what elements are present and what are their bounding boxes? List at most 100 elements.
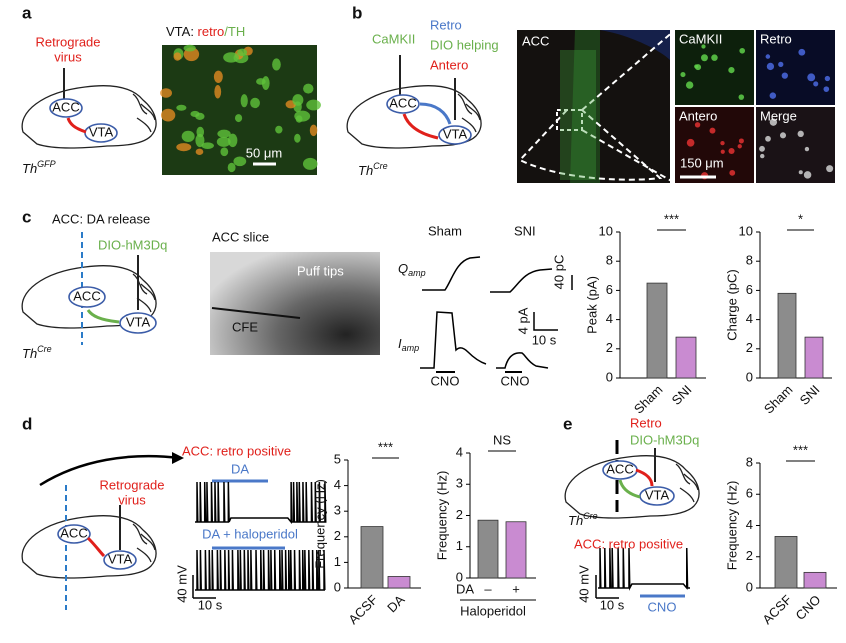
cell bbox=[223, 52, 239, 63]
cell bbox=[700, 54, 708, 62]
label: ThCre bbox=[568, 511, 598, 528]
x-axis-label: Haloperidol bbox=[460, 603, 526, 618]
x-tick-label: – bbox=[484, 581, 492, 596]
label: CaMKII bbox=[372, 31, 415, 46]
scale-label: 50 μm bbox=[246, 145, 282, 160]
cell bbox=[240, 94, 248, 108]
cell bbox=[183, 44, 196, 52]
cell bbox=[216, 136, 231, 147]
scale-label: 150 μm bbox=[680, 155, 724, 170]
y-tick-label: 0 bbox=[334, 579, 341, 594]
cell bbox=[694, 122, 701, 128]
label: VTA bbox=[443, 126, 468, 141]
cell bbox=[160, 88, 172, 98]
label: Puff tips bbox=[297, 263, 344, 278]
significance: *** bbox=[793, 442, 808, 457]
label: DA bbox=[231, 461, 249, 476]
cell bbox=[272, 58, 281, 71]
label: ACC bbox=[60, 525, 87, 540]
label: ThCre bbox=[22, 344, 52, 361]
cell bbox=[233, 156, 247, 167]
y-tick-label: 0 bbox=[746, 579, 753, 594]
label: ACC: DA release bbox=[52, 211, 150, 226]
label: ACC bbox=[52, 99, 79, 114]
label: ACC bbox=[389, 95, 416, 110]
label: VTA bbox=[89, 124, 114, 139]
y-tick-label: 1 bbox=[456, 538, 463, 553]
cell bbox=[250, 97, 260, 109]
cell bbox=[201, 142, 214, 149]
y-tick-label: 4 bbox=[746, 517, 753, 532]
cell bbox=[295, 115, 303, 123]
cell bbox=[227, 162, 236, 173]
label: DIO helping bbox=[430, 37, 499, 52]
cell bbox=[237, 48, 248, 57]
y-tick-label: 2 bbox=[746, 340, 753, 355]
y-axis-label: Peak (pA) bbox=[584, 276, 599, 334]
bar bbox=[804, 336, 824, 379]
cell bbox=[694, 64, 699, 69]
cell bbox=[685, 81, 694, 89]
y-tick-label: 4 bbox=[606, 311, 613, 326]
bar bbox=[360, 526, 384, 589]
label: ThCre bbox=[358, 161, 388, 178]
scale-label: 40 mV bbox=[576, 565, 591, 603]
row-label: DA bbox=[456, 581, 474, 596]
bar bbox=[387, 576, 411, 589]
cell bbox=[711, 54, 718, 61]
cell bbox=[302, 157, 318, 170]
cell bbox=[680, 71, 686, 78]
cell bbox=[214, 85, 222, 99]
cell bbox=[798, 48, 806, 56]
label: CNO bbox=[431, 373, 460, 388]
panel-letter: a bbox=[22, 3, 32, 22]
bar bbox=[803, 571, 827, 589]
label: ACC slice bbox=[212, 229, 269, 244]
cell bbox=[306, 99, 321, 111]
label: ThGFP bbox=[22, 159, 56, 176]
label: Qamp bbox=[398, 261, 426, 278]
label: Iamp bbox=[398, 336, 419, 353]
cell bbox=[781, 72, 788, 79]
y-tick-label: 4 bbox=[334, 477, 341, 492]
bar bbox=[774, 536, 798, 589]
scale-label: 40 mV bbox=[174, 565, 189, 603]
image-title: VTA: retro/TH bbox=[166, 24, 245, 39]
cell bbox=[729, 169, 736, 176]
label: ACC: retro positive bbox=[182, 443, 291, 458]
scale-label: 10 s bbox=[198, 597, 223, 612]
label: ACC: retro positive bbox=[574, 536, 683, 551]
cell bbox=[176, 104, 187, 111]
tile-label: CaMKII bbox=[679, 31, 722, 46]
cell bbox=[778, 61, 784, 68]
label: ACC bbox=[606, 461, 633, 476]
cell bbox=[737, 144, 742, 149]
label: DA + haloperidol bbox=[202, 526, 298, 541]
trace bbox=[598, 547, 690, 591]
cell bbox=[766, 62, 775, 71]
cell bbox=[228, 133, 238, 148]
y-tick-label: 4 bbox=[456, 444, 463, 459]
cell bbox=[769, 92, 777, 99]
y-tick-label: 0 bbox=[746, 369, 753, 384]
label: DIO-hM3Dq bbox=[98, 237, 167, 252]
cell bbox=[779, 132, 787, 139]
cell bbox=[195, 133, 205, 148]
x-tick-label: ACSF bbox=[345, 592, 380, 627]
label: SNI bbox=[514, 223, 536, 238]
x-tick-label: DA bbox=[384, 592, 408, 616]
bar bbox=[505, 521, 527, 579]
cell bbox=[798, 170, 803, 175]
y-tick-label: 8 bbox=[746, 454, 753, 469]
x-tick-label: Sham bbox=[631, 382, 666, 417]
cell bbox=[738, 94, 745, 100]
label: CNO bbox=[648, 599, 677, 614]
y-tick-label: 3 bbox=[334, 503, 341, 518]
cell bbox=[213, 70, 223, 83]
label: Retrograde bbox=[99, 477, 164, 492]
cell bbox=[173, 52, 182, 61]
microscopy bbox=[560, 50, 596, 180]
y-tick-label: 2 bbox=[456, 507, 463, 522]
y-tick-label: 6 bbox=[746, 486, 753, 501]
cell bbox=[256, 78, 266, 85]
